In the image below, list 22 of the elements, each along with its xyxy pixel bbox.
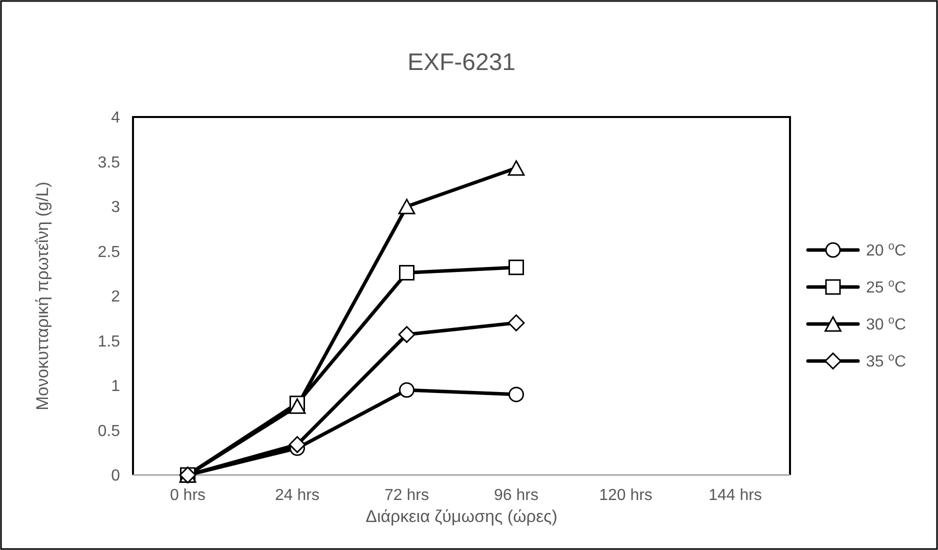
legend-label: 20 $^{o}$C xyxy=(866,240,906,260)
x-tick-label: 0 hrs xyxy=(170,487,206,504)
y-tick-label: 1 xyxy=(111,378,120,396)
y-tick-label: 0.5 xyxy=(98,422,120,440)
y-tick-label: 2.5 xyxy=(98,244,120,261)
x-axis-title: Διάρκεια ζύμωσης (ώρες) xyxy=(366,507,558,526)
y-tick-label: 4 xyxy=(111,110,120,127)
y-tick-label: 2 xyxy=(111,288,120,306)
x-tick-label: 72 hrs xyxy=(384,487,429,504)
chart-title: EXF-6231 xyxy=(407,49,516,76)
x-tick-label: 96 hrs xyxy=(494,487,538,504)
legend-label: 30 $^{o}$C xyxy=(866,314,906,334)
x-tick-label: 24 hrs xyxy=(275,487,320,504)
y-tick-label: 1.5 xyxy=(98,333,120,350)
legend-label: 35 $^{o}$C xyxy=(866,352,906,371)
y-tick-label: 0 xyxy=(111,468,120,485)
y-tick-label: 3 xyxy=(111,199,120,216)
y-tick-label: 3.5 xyxy=(98,154,120,172)
x-tick-label: 144 hrs xyxy=(708,487,762,504)
y-axis-title: Μονοκυτταρική πρωτεΐνη (g/L) xyxy=(33,182,52,410)
legend-label: 25 $^{o}$C xyxy=(866,278,906,297)
x-tick-label: 120 hrs xyxy=(599,487,652,504)
